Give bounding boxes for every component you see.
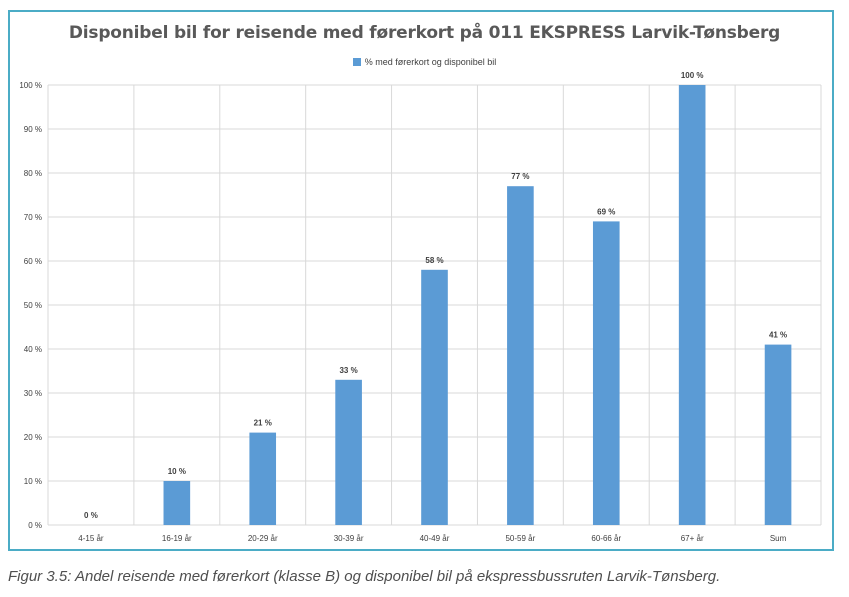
chart-legend: % med førerkort og disponibel bil [0,57,849,67]
bar [507,186,534,525]
bar [592,221,620,525]
data-label: 33 % [339,366,357,375]
data-label: 10 % [168,467,186,476]
bar [421,269,448,525]
x-tick-label: 60-66 år [591,534,621,543]
y-tick-label: 70 % [24,213,42,222]
bar [764,344,792,525]
y-tick-label: 60 % [24,257,42,266]
bar [249,432,277,525]
x-tick-label: Sum [770,534,787,543]
bar [163,481,191,525]
x-tick-label: 50-59 år [505,534,535,543]
y-tick-label: 50 % [24,301,42,310]
data-label: 77 % [511,172,529,181]
y-tick-label: 80 % [24,169,42,178]
y-tick-label: 90 % [24,125,42,134]
x-tick-label: 16-19 år [162,534,192,543]
data-label: 69 % [597,207,615,216]
data-label: 41 % [769,331,787,340]
x-tick-label: 20-29 år [248,534,278,543]
y-tick-label: 10 % [24,477,42,486]
bar [335,379,362,525]
x-tick-label: 40-49 år [420,534,450,543]
y-tick-label: 20 % [24,433,42,442]
x-tick-label: 67+ år [681,534,704,543]
chart-title: Disponibel bil for reisende med førerkor… [68,23,781,43]
figure-caption: Figur 3.5: Andel reisende med førerkort … [8,568,721,585]
data-label: 0 % [84,511,98,520]
bar-chart: 0 % 10 % 20 % 30 % 40 % 50 % 60 % 70 % 80 % 90 % 1… [19,71,822,543]
x-tick-label: 30-39 år [334,534,364,543]
legend-label: % med førerkort og disponibel bil [364,57,497,67]
x-tick-label: 4-15 år [78,534,104,543]
y-tick-label: 100 % [19,81,42,90]
data-label: 100 % [681,71,704,80]
bar [678,85,706,525]
data-label: 58 % [425,256,443,265]
data-label: 21 % [254,419,272,428]
legend-swatch [352,57,361,66]
y-tick-label: 0 % [28,521,42,530]
y-tick-label: 30 % [24,389,42,398]
y-tick-label: 40 % [24,345,42,354]
